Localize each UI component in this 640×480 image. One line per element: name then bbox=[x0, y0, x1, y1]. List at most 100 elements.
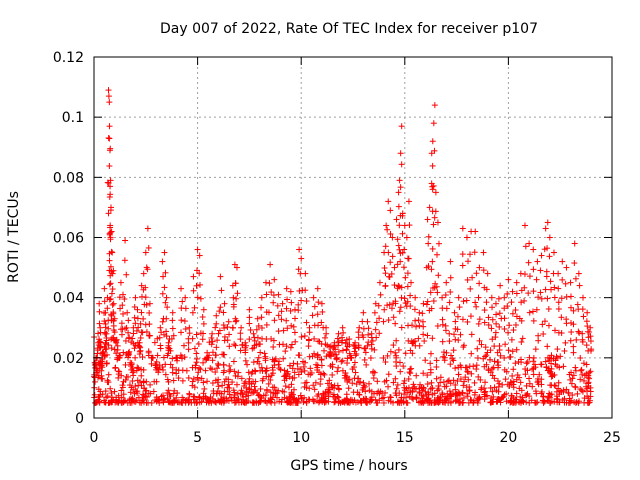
data-point bbox=[447, 289, 454, 296]
data-point bbox=[427, 360, 434, 367]
data-point bbox=[205, 398, 212, 405]
data-point bbox=[464, 368, 471, 375]
data-point bbox=[420, 323, 427, 330]
data-point bbox=[585, 380, 592, 387]
data-point bbox=[189, 309, 196, 316]
data-point bbox=[419, 399, 426, 406]
data-point bbox=[578, 387, 585, 394]
data-point bbox=[443, 279, 450, 286]
data-point bbox=[554, 355, 561, 362]
data-point bbox=[101, 298, 108, 305]
data-point bbox=[585, 383, 592, 390]
data-point bbox=[409, 350, 416, 357]
data-point bbox=[173, 366, 180, 373]
data-point bbox=[254, 358, 261, 365]
data-point bbox=[160, 366, 167, 373]
data-point bbox=[349, 380, 356, 387]
data-point bbox=[556, 391, 563, 398]
data-point bbox=[456, 304, 463, 311]
data-point bbox=[521, 284, 528, 291]
data-point bbox=[215, 360, 222, 367]
data-point bbox=[333, 354, 340, 361]
data-point bbox=[120, 349, 127, 356]
data-point bbox=[396, 359, 403, 366]
data-point bbox=[345, 376, 352, 383]
data-point bbox=[359, 332, 366, 339]
data-point bbox=[427, 350, 434, 357]
data-point bbox=[165, 398, 172, 405]
data-point bbox=[404, 389, 411, 396]
data-point bbox=[369, 337, 376, 344]
data-point bbox=[544, 295, 551, 302]
data-point bbox=[446, 388, 453, 395]
data-point bbox=[344, 343, 351, 350]
data-point bbox=[118, 394, 125, 401]
data-point bbox=[420, 370, 427, 377]
data-point bbox=[199, 314, 206, 321]
data-point bbox=[196, 365, 203, 372]
data-point bbox=[262, 368, 269, 375]
data-point bbox=[334, 368, 341, 375]
data-point bbox=[143, 328, 150, 335]
data-point bbox=[126, 397, 133, 404]
data-point bbox=[511, 398, 518, 405]
data-point bbox=[359, 318, 366, 325]
data-point bbox=[570, 307, 577, 314]
data-point bbox=[583, 342, 590, 349]
data-point bbox=[127, 389, 134, 396]
data-point bbox=[185, 339, 192, 346]
data-point bbox=[496, 380, 503, 387]
data-point bbox=[413, 394, 420, 401]
data-point bbox=[393, 337, 400, 344]
data-point bbox=[362, 399, 369, 406]
data-point bbox=[474, 354, 481, 361]
data-point bbox=[126, 382, 133, 389]
data-point bbox=[269, 384, 276, 391]
data-point bbox=[579, 294, 586, 301]
data-point bbox=[292, 338, 299, 345]
data-point bbox=[238, 324, 245, 331]
data-point bbox=[220, 361, 227, 368]
data-point bbox=[241, 399, 248, 406]
data-point bbox=[167, 361, 174, 368]
data-point bbox=[403, 399, 410, 406]
data-point bbox=[471, 391, 478, 398]
data-point bbox=[380, 318, 387, 325]
data-point bbox=[116, 294, 123, 301]
data-point bbox=[420, 331, 427, 338]
data-point bbox=[194, 374, 201, 381]
data-point bbox=[154, 352, 161, 359]
data-point bbox=[120, 310, 127, 317]
data-point bbox=[374, 399, 381, 406]
data-point bbox=[91, 374, 98, 381]
data-point bbox=[237, 347, 244, 354]
data-point bbox=[447, 258, 454, 265]
data-point bbox=[242, 378, 249, 385]
data-point bbox=[399, 249, 406, 256]
data-point bbox=[130, 330, 137, 337]
data-point bbox=[282, 383, 289, 390]
data-point bbox=[160, 273, 167, 280]
data-point bbox=[548, 360, 555, 367]
data-point bbox=[209, 349, 216, 356]
data-point bbox=[382, 282, 389, 289]
data-point bbox=[539, 321, 546, 328]
data-point bbox=[157, 345, 164, 352]
data-point bbox=[409, 322, 416, 329]
data-point bbox=[464, 393, 471, 400]
data-point bbox=[109, 249, 116, 256]
data-point bbox=[144, 394, 151, 401]
data-point bbox=[334, 393, 341, 400]
data-point bbox=[410, 381, 417, 388]
data-point bbox=[262, 392, 269, 399]
data-point bbox=[214, 379, 221, 386]
data-point bbox=[375, 302, 382, 309]
data-point bbox=[213, 344, 220, 351]
data-point bbox=[530, 317, 537, 324]
data-point bbox=[573, 399, 580, 406]
data-point bbox=[532, 364, 539, 371]
data-point bbox=[235, 395, 242, 402]
data-point bbox=[555, 299, 562, 306]
data-point bbox=[443, 349, 450, 356]
data-point bbox=[169, 309, 176, 316]
